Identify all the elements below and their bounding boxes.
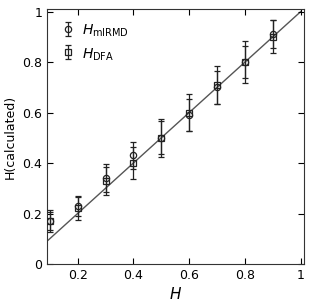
Legend: $\it{H}_{\rm{mIRMD}}$, $\it{H}_{\rm{DFA}}$: $\it{H}_{\rm{mIRMD}}$, $\it{H}_{\rm{DFA}… bbox=[54, 16, 136, 70]
Y-axis label: H(calculated): H(calculated) bbox=[3, 94, 17, 178]
X-axis label: H: H bbox=[170, 287, 181, 300]
